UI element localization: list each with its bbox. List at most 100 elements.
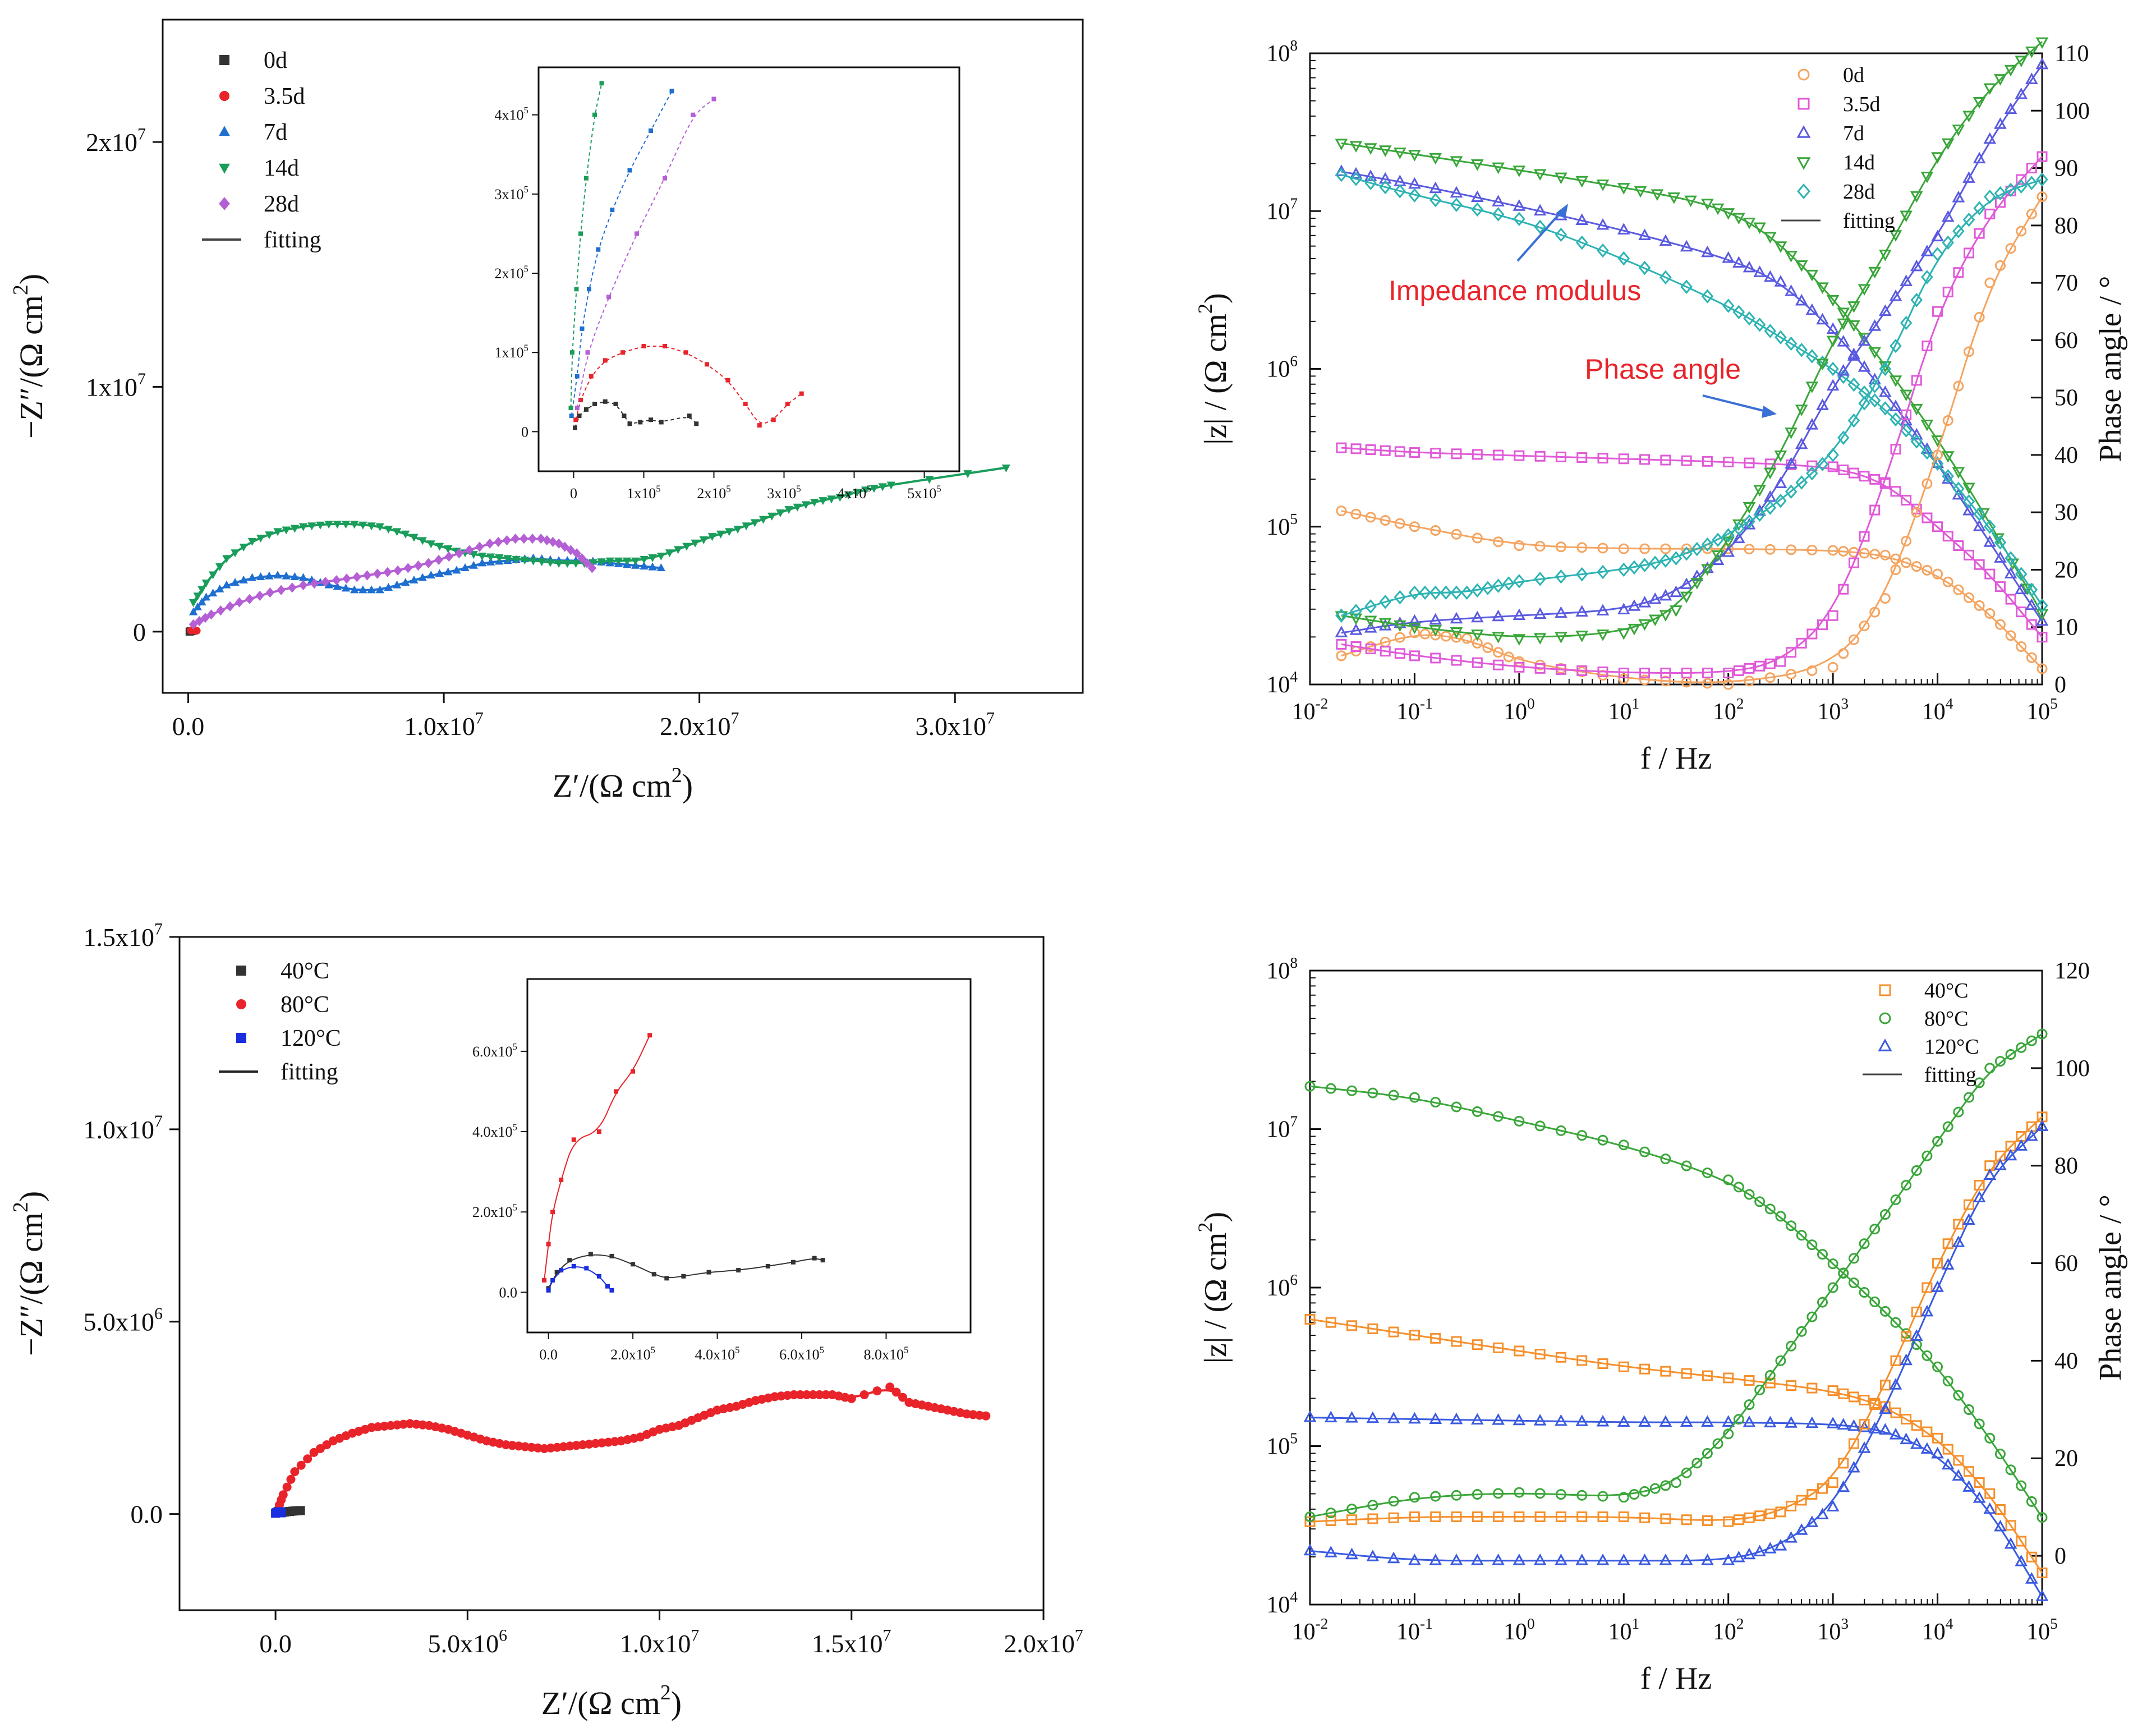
series-80°C [273, 1382, 991, 1515]
inset-y-tick-label: 1x105 [495, 343, 528, 361]
data-point [1701, 1554, 1714, 1565]
data-point [554, 538, 563, 549]
x-tick-label: 102 [1713, 1615, 1744, 1645]
data-point [2026, 208, 2037, 219]
data-point [1974, 600, 1985, 611]
data-point [222, 555, 231, 563]
data-point [358, 521, 367, 530]
data-point [410, 575, 419, 583]
data-point [2037, 191, 2048, 203]
data-point [1722, 1415, 1735, 1427]
data-point [622, 557, 632, 566]
data-point [1953, 380, 1964, 392]
data-point [1795, 405, 1808, 416]
data-point [2025, 598, 2038, 610]
data-point [1942, 576, 1953, 587]
data-point [1744, 1399, 1755, 1410]
data-point [1350, 172, 1362, 186]
data-point [1419, 628, 1431, 640]
data-point [1984, 1488, 1996, 1499]
data-point [1763, 1542, 1777, 1554]
data-point [193, 592, 202, 601]
data-point [1555, 451, 1566, 462]
inset-data-point [592, 112, 597, 117]
data-point [1701, 564, 1714, 576]
inset-data-point [635, 231, 639, 236]
data-point [1409, 1492, 1420, 1503]
data-point [1367, 1087, 1378, 1099]
data-point [1889, 399, 1902, 411]
data-point [247, 573, 257, 581]
data-point [1901, 495, 1912, 505]
data-point [332, 575, 341, 586]
data-point [1350, 443, 1362, 454]
data-point [1753, 507, 1766, 522]
data-point [1732, 256, 1745, 268]
data-point [1534, 572, 1546, 586]
data-point [1952, 488, 1965, 500]
data-point [1785, 1416, 1798, 1428]
data-point [1388, 1090, 1399, 1101]
data-point [1534, 1511, 1546, 1523]
inset-data-point [559, 1177, 564, 1182]
data-point [1617, 223, 1630, 235]
inset-series-7d [569, 89, 674, 419]
data-point [1838, 1267, 1849, 1279]
data-point [469, 551, 478, 559]
data-point [201, 592, 211, 601]
data-point [367, 522, 376, 531]
data-point [1514, 450, 1525, 461]
inset-data-point [574, 406, 580, 411]
data-point [189, 599, 198, 607]
data-point [1984, 277, 1996, 288]
data-point [2005, 551, 2017, 566]
data-point [1859, 1238, 1870, 1249]
data-point [1450, 585, 1463, 600]
data-point [2015, 582, 2028, 595]
data-point [1974, 1418, 1985, 1430]
data-point [2035, 1119, 2049, 1132]
y-tick-label: 1.0x107 [84, 1112, 163, 1144]
data-point [870, 485, 879, 493]
data-point [1984, 608, 1996, 619]
legend-label: 14d [1843, 151, 1875, 174]
data-point [1941, 138, 1955, 150]
data-point [2035, 609, 2049, 621]
legend-marker [1879, 984, 1891, 996]
data-point [1868, 379, 1881, 393]
data-point [2037, 1512, 2048, 1523]
data-point [1837, 307, 1850, 319]
x-tick-label: 0.0 [259, 1629, 292, 1658]
data-point [1471, 583, 1484, 598]
data-point [1670, 605, 1682, 617]
inset-data-point [609, 1253, 614, 1258]
data-point [1753, 1545, 1766, 1557]
data-point [844, 491, 853, 499]
x-tick-label: 5.0x106 [428, 1626, 508, 1658]
data-point [1555, 664, 1566, 675]
data-point [1533, 204, 1547, 216]
data-point [1774, 476, 1787, 488]
data-point [1732, 531, 1745, 544]
inset-data-point [571, 1137, 576, 1142]
data-point [197, 586, 206, 594]
legend-label: 7d [1843, 122, 1864, 145]
data-point [1848, 467, 1859, 479]
data-point [885, 1382, 895, 1392]
annotation-arrowhead [1762, 406, 1777, 418]
data-point [273, 528, 282, 536]
inset-x-tick-label: 6.0x105 [779, 1344, 824, 1363]
data-point [1827, 1477, 1838, 1488]
data-point [1659, 270, 1672, 285]
modulus-series-0d [1336, 505, 2048, 674]
data-point [1534, 1488, 1546, 1499]
legend-label: 7d [264, 120, 287, 145]
data-point [495, 554, 504, 562]
y-tick-label: 106 [1266, 1271, 1298, 1301]
data-point [1920, 420, 1934, 431]
data-point [1617, 562, 1630, 577]
inset-data-point [812, 1256, 817, 1261]
data-point [682, 543, 691, 551]
data-point [1639, 1486, 1651, 1497]
data-point [1597, 1358, 1608, 1369]
